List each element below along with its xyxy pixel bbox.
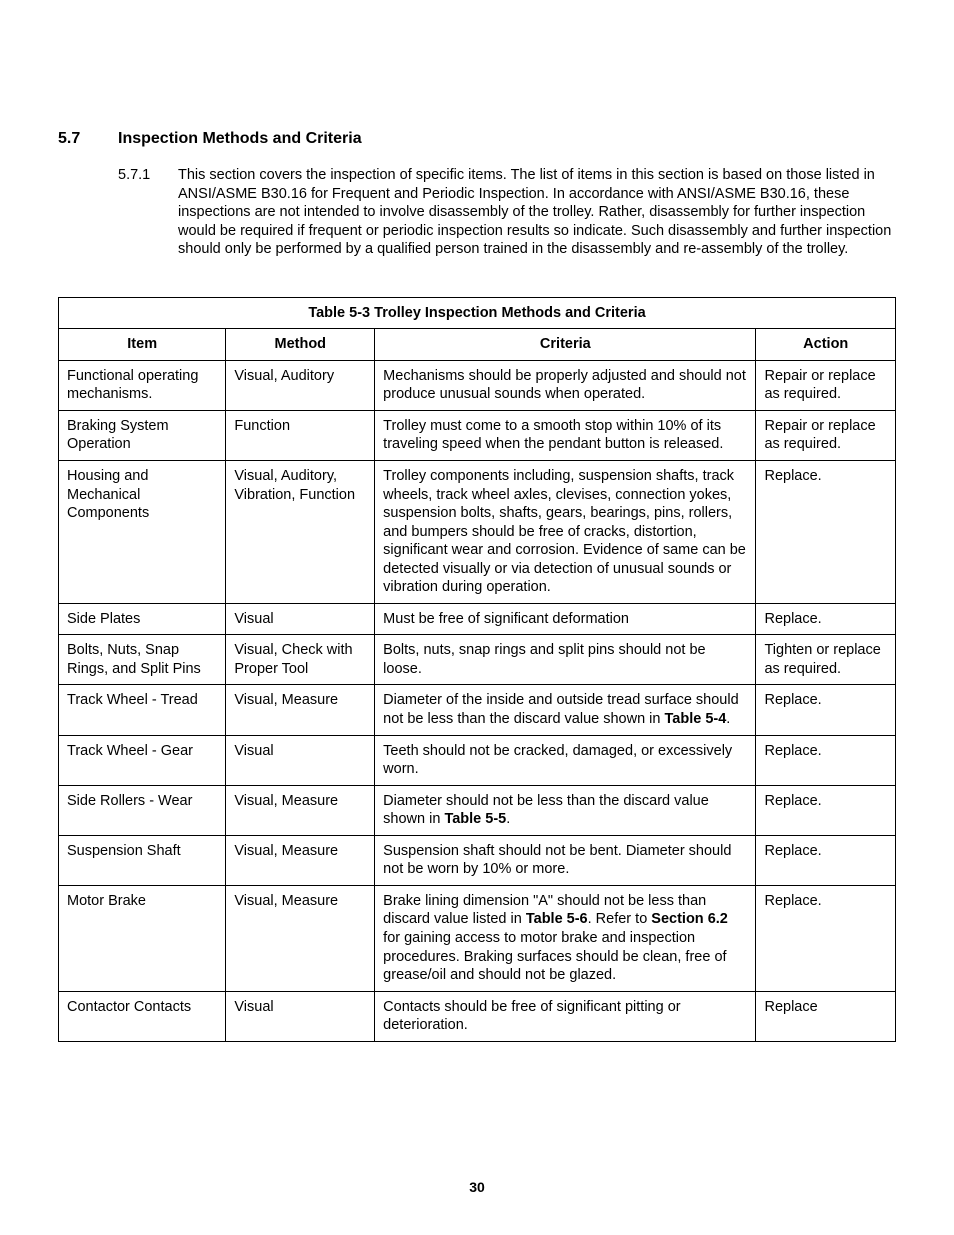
cell-criteria: Trolley must come to a smooth stop withi…: [375, 410, 756, 460]
cell-method: Visual, Measure: [226, 885, 375, 991]
table-row: Suspension ShaftVisual, MeasureSuspensio…: [59, 835, 896, 885]
table-row: Side Rollers - WearVisual, MeasureDiamet…: [59, 785, 896, 835]
table-row: Bolts, Nuts, Snap Rings, and Split PinsV…: [59, 635, 896, 685]
cell-item: Suspension Shaft: [59, 835, 226, 885]
cell-action: Repair or replace as required.: [756, 410, 896, 460]
table-row: Functional operating mechanisms.Visual, …: [59, 360, 896, 410]
header-item: Item: [59, 329, 226, 361]
cell-action: Replace.: [756, 603, 896, 635]
section-title: Inspection Methods and Criteria: [118, 130, 362, 148]
cell-item: Side Rollers - Wear: [59, 785, 226, 835]
cell-item: Track Wheel - Tread: [59, 685, 226, 735]
cell-method: Visual, Auditory: [226, 360, 375, 410]
cell-criteria: Bolts, nuts, snap rings and split pins s…: [375, 635, 756, 685]
cell-action: Tighten or replace as required.: [756, 635, 896, 685]
table-body: Functional operating mechanisms.Visual, …: [59, 360, 896, 1041]
subsection-body: This section covers the inspection of sp…: [178, 166, 896, 259]
cell-method: Visual, Check with Proper Tool: [226, 635, 375, 685]
table-title-row: Table 5-3 Trolley Inspection Methods and…: [59, 297, 896, 329]
cell-criteria: Diameter of the inside and outside tread…: [375, 685, 756, 735]
cell-action: Repair or replace as required.: [756, 360, 896, 410]
table-title: Table 5-3 Trolley Inspection Methods and…: [59, 297, 896, 329]
table-row: Contactor ContactsVisualContacts should …: [59, 991, 896, 1041]
table-row: Housing and Mechanical ComponentsVisual,…: [59, 461, 896, 604]
section-heading: 5.7 Inspection Methods and Criteria: [58, 130, 896, 148]
cell-action: Replace.: [756, 785, 896, 835]
cell-action: Replace.: [756, 885, 896, 991]
section-number: 5.7: [58, 130, 118, 148]
table-row: Side PlatesVisualMust be free of signifi…: [59, 603, 896, 635]
cell-method: Visual, Measure: [226, 785, 375, 835]
cell-criteria: Brake lining dimension "A" should not be…: [375, 885, 756, 991]
cell-criteria: Mechanisms should be properly adjusted a…: [375, 360, 756, 410]
cell-item: Track Wheel - Gear: [59, 735, 226, 785]
cell-method: Visual: [226, 603, 375, 635]
table-row: Motor BrakeVisual, MeasureBrake lining d…: [59, 885, 896, 991]
cell-method: Visual: [226, 991, 375, 1041]
cell-action: Replace.: [756, 735, 896, 785]
subsection: 5.7.1 This section covers the inspection…: [118, 166, 896, 259]
inspection-table: Table 5-3 Trolley Inspection Methods and…: [58, 297, 896, 1042]
page-number: 30: [0, 1179, 954, 1195]
cell-action: Replace.: [756, 835, 896, 885]
document-page: 5.7 Inspection Methods and Criteria 5.7.…: [0, 0, 954, 1235]
cell-criteria: Suspension shaft should not be bent. Dia…: [375, 835, 756, 885]
table-row: Track Wheel - GearVisualTeeth should not…: [59, 735, 896, 785]
cell-item: Functional operating mechanisms.: [59, 360, 226, 410]
header-criteria: Criteria: [375, 329, 756, 361]
table-row: Track Wheel - TreadVisual, MeasureDiamet…: [59, 685, 896, 735]
subsection-number: 5.7.1: [118, 166, 178, 259]
cell-method: Visual: [226, 735, 375, 785]
cell-criteria: Trolley components including, suspension…: [375, 461, 756, 604]
cell-item: Housing and Mechanical Components: [59, 461, 226, 604]
header-action: Action: [756, 329, 896, 361]
cell-item: Contactor Contacts: [59, 991, 226, 1041]
cell-action: Replace.: [756, 461, 896, 604]
cell-method: Visual, Measure: [226, 835, 375, 885]
cell-action: Replace.: [756, 685, 896, 735]
cell-criteria: Diameter should not be less than the dis…: [375, 785, 756, 835]
cell-action: Replace: [756, 991, 896, 1041]
header-method: Method: [226, 329, 375, 361]
table-row: Braking System OperationFunctionTrolley …: [59, 410, 896, 460]
cell-method: Visual, Measure: [226, 685, 375, 735]
cell-item: Side Plates: [59, 603, 226, 635]
cell-criteria: Contacts should be free of significant p…: [375, 991, 756, 1041]
cell-item: Bolts, Nuts, Snap Rings, and Split Pins: [59, 635, 226, 685]
cell-item: Braking System Operation: [59, 410, 226, 460]
cell-criteria: Teeth should not be cracked, damaged, or…: [375, 735, 756, 785]
cell-method: Function: [226, 410, 375, 460]
table-header-row: Item Method Criteria Action: [59, 329, 896, 361]
cell-item: Motor Brake: [59, 885, 226, 991]
cell-method: Visual, Auditory, Vibration, Function: [226, 461, 375, 604]
cell-criteria: Must be free of significant deformation: [375, 603, 756, 635]
